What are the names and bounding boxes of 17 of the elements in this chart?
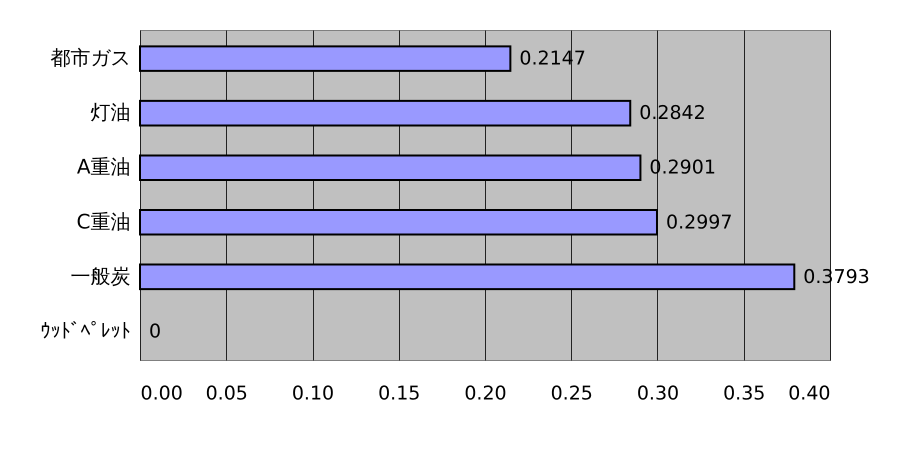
x-tick-label: 0.25 (550, 382, 593, 404)
y-tick-label: 灯油 (90, 100, 130, 124)
x-tick-label: 0.10 (292, 382, 334, 404)
x-tick-label: 0.15 (378, 382, 420, 404)
x-tick-label: 0.35 (723, 382, 766, 404)
y-tick-label: 一般炭 (70, 264, 130, 288)
data-label: 0 (149, 320, 162, 342)
y-tick-label: C重油 (76, 209, 130, 234)
x-tick-label: 0.30 (636, 382, 680, 404)
x-tick-label: 0.00 (140, 382, 183, 404)
data-label: 0.2997 (666, 211, 732, 234)
x-tick-label: 0.40 (788, 382, 830, 404)
y-tick-label: ｳｯﾄﾞﾍﾟﾚｯﾄ (40, 318, 130, 342)
x-tick-label: 0.20 (464, 382, 507, 404)
y-tick-label: 都市ガス (50, 46, 130, 70)
y-tick-label: A重油 (76, 154, 130, 179)
x-tick-label: 0.05 (206, 382, 248, 404)
